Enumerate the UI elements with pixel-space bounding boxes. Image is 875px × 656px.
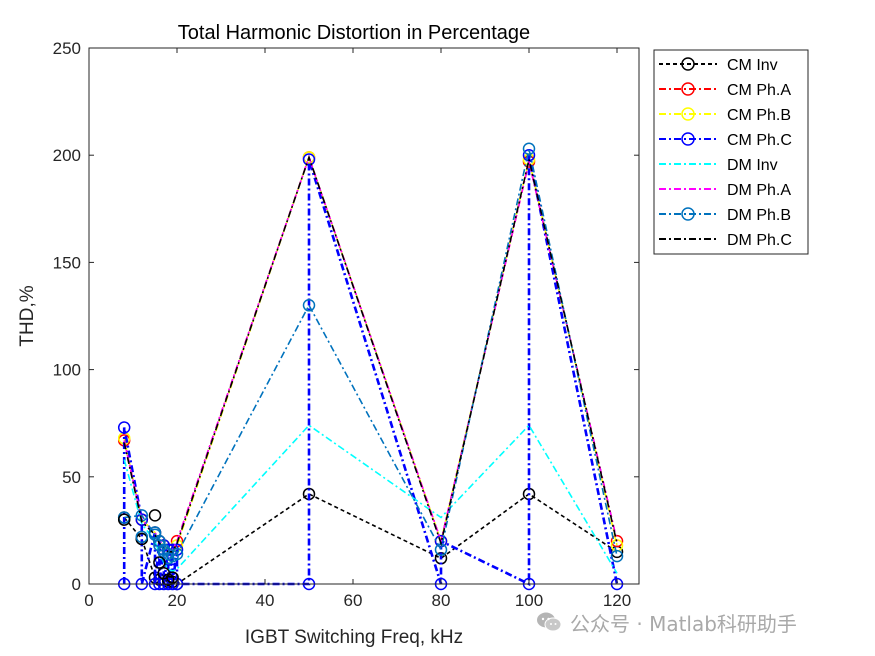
data-point	[166, 571, 179, 584]
data-point	[161, 547, 175, 561]
legend-entry-cm-inv: CM Inv	[659, 57, 778, 74]
data-point	[522, 142, 536, 156]
legend-label: CM Ph.B	[727, 107, 791, 124]
x-tick-label: 40	[256, 591, 275, 610]
legend-entry-dm-ph-c: DM Ph.C	[659, 232, 792, 249]
y-tick-label: 200	[53, 146, 81, 165]
y-tick-label: 0	[72, 575, 81, 594]
legend-label: CM Ph.A	[727, 82, 791, 99]
data-point	[610, 549, 624, 563]
legend-box	[653, 49, 809, 255]
data-point	[148, 526, 162, 539]
data-point	[117, 513, 131, 526]
legend-entry-cm-ph-b: CM Ph.B	[659, 107, 791, 124]
legend-entry-dm-inv: DM Inv	[659, 157, 778, 174]
series-line-dm-ph-b	[124, 148, 618, 560]
x-tick-label: 20	[168, 591, 187, 610]
legend-marker	[681, 132, 695, 146]
wechat-icon	[537, 612, 562, 632]
data-point	[153, 539, 166, 552]
plot-frame	[88, 47, 640, 585]
x-tick-label: 100	[515, 591, 543, 610]
series-dm-inv	[123, 423, 618, 574]
data-point	[170, 547, 184, 561]
legend-entry-dm-ph-a: DM Ph.A	[659, 182, 791, 199]
data-point	[157, 543, 171, 556]
legend-entry-cm-ph-a: CM Ph.A	[659, 82, 791, 99]
y-axis-title: THD,%	[17, 285, 38, 346]
legend-label: DM Ph.C	[727, 232, 792, 249]
x-tick-label: 80	[432, 591, 451, 610]
y-tick-label: 50	[62, 468, 81, 487]
legend-marker	[681, 57, 695, 71]
y-tick-label: 100	[53, 361, 81, 380]
extra-markers-cm-inv	[117, 509, 179, 586]
series-dm-ph-c	[123, 154, 618, 553]
x-tick-label: 0	[84, 591, 93, 610]
watermark-text: 公众号 · Matlab科研助手	[570, 611, 797, 636]
data-point	[302, 299, 316, 312]
legend-label: CM Inv	[727, 57, 778, 74]
x-axis-title: IGBT Switching Freq, kHz	[245, 627, 463, 648]
legend: CM Inv CM Ph.A CM Ph.B CM Ph.C DM Inv DM Ph.A…	[653, 49, 809, 255]
data-point	[135, 513, 149, 526]
legend-entry-cm-ph-c: CM Ph.C	[659, 132, 792, 149]
series-line-dm-inv	[123, 423, 618, 574]
legend-label: CM Ph.C	[727, 132, 792, 149]
legend-label: DM Ph.B	[727, 207, 791, 224]
chart-title: Total Harmonic Distortion in Percentage	[178, 22, 530, 44]
x-tick-label: 60	[344, 591, 363, 610]
legend-label: DM Ph.A	[727, 182, 791, 199]
extra-markers-dm-ph-b	[135, 526, 175, 561]
data-point	[135, 530, 149, 544]
data-point	[153, 556, 166, 569]
legend-label: DM Inv	[727, 157, 778, 174]
data-point	[610, 534, 624, 548]
y-tick-label: 250	[53, 39, 81, 58]
y-tick-label: 150	[53, 253, 81, 272]
watermark: 公众号 · Matlab科研助手	[536, 607, 797, 637]
legend-marker	[681, 207, 695, 221]
x-tick-label: 120	[603, 591, 631, 610]
series-line-dm-ph-c	[123, 154, 618, 553]
legend-marker	[681, 107, 695, 121]
legend-marker	[681, 82, 695, 96]
data-point	[148, 509, 162, 522]
data-point	[117, 421, 131, 434]
data-point	[302, 153, 316, 166]
legend-entry-dm-ph-b: DM Ph.B	[659, 207, 791, 224]
